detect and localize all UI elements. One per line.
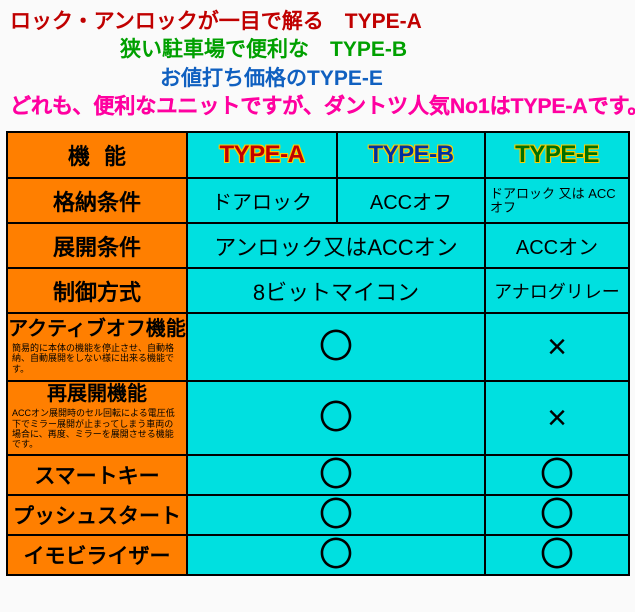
mark-circle: 〇 — [319, 328, 353, 366]
row-label: 制御方式 — [53, 280, 141, 305]
row-label: 格納条件 — [53, 190, 141, 215]
mark-cross: × — [547, 399, 567, 437]
row-label: スマートキー — [34, 465, 159, 488]
row-label: プッシュスタート — [13, 505, 181, 528]
row-activeoff: アクティブオフ機能 簡易的に本体の機能を停止させ、自動格納、自動展開をしない様に… — [7, 313, 629, 381]
row-smartkey: スマートキー 〇 〇 — [7, 455, 629, 495]
mark-circle: 〇 — [319, 496, 353, 534]
header-line-2: 狭い駐車場で便利な TYPE-B — [10, 36, 625, 64]
header-row: 機能 TYPE-A TYPE-B TYPE-E — [7, 132, 629, 178]
cell-control-e: アナログリレー — [494, 282, 620, 302]
row-immobilizer: イモビライザー 〇 〇 — [7, 535, 629, 575]
header-block: ロック・アンロックが一目で解る TYPE-A 狭い駐車場で便利な TYPE-B … — [0, 0, 635, 127]
comparison-table: 機能 TYPE-A TYPE-B TYPE-E 格納条件 ドアロック ACCオフ… — [6, 131, 630, 575]
cell-deploy-ab: アンロック又はACCオン — [214, 235, 458, 260]
header-line-1: ロック・アンロックが一目で解る TYPE-A — [10, 8, 625, 36]
row-label: アクティブオフ機能 — [8, 317, 186, 341]
col-header-type-e: TYPE-E — [515, 141, 599, 168]
mark-circle: 〇 — [319, 536, 353, 574]
row-label: イモビライザー — [24, 545, 171, 568]
row-label: 展開条件 — [53, 235, 141, 260]
row-storage: 格納条件 ドアロック ACCオフ ドアロック 又は ACCオフ — [7, 178, 629, 223]
cell-deploy-e: ACCオン — [516, 237, 598, 259]
cell-storage-b: ACCオフ — [370, 192, 452, 214]
cell-storage-a: ドアロック — [212, 192, 312, 214]
mark-circle: 〇 — [540, 496, 574, 534]
row-note: 簡易的に本体の機能を停止させ、自動格納、自動展開をしない様に出来る機能です。 — [8, 341, 186, 378]
row-deploy: 展開条件 アンロック又はACCオン ACCオン — [7, 223, 629, 268]
row-label: 再展開機能 — [8, 382, 186, 406]
row-note: ACCオン展開時のセル回転による電圧低下でミラー展開が止まってしまう車両の場合に… — [8, 406, 186, 453]
row-pushstart: プッシュスタート 〇 〇 — [7, 495, 629, 535]
mark-circle: 〇 — [540, 536, 574, 574]
row-control: 制御方式 8ビットマイコン アナログリレー — [7, 268, 629, 313]
col-header-type-b: TYPE-B — [368, 141, 453, 168]
mark-circle: 〇 — [319, 399, 353, 437]
col-label-func: 機能 — [54, 144, 140, 169]
mark-circle: 〇 — [319, 456, 353, 494]
row-redeploy: 再展開機能 ACCオン展開時のセル回転による電圧低下でミラー展開が止まってしまう… — [7, 381, 629, 454]
header-line-4: どれも、便利なユニットですが、ダントツ人気No1はTYPE-Aです。 — [10, 93, 625, 121]
col-header-type-a: TYPE-A — [219, 141, 304, 168]
header-line-3: お値打ち価格のTYPE-E — [10, 65, 625, 93]
mark-circle: 〇 — [540, 456, 574, 494]
cell-control-ab: 8ビットマイコン — [253, 280, 419, 305]
cell-storage-e: ドアロック 又は ACCオフ — [486, 184, 628, 219]
mark-cross: × — [547, 328, 567, 366]
